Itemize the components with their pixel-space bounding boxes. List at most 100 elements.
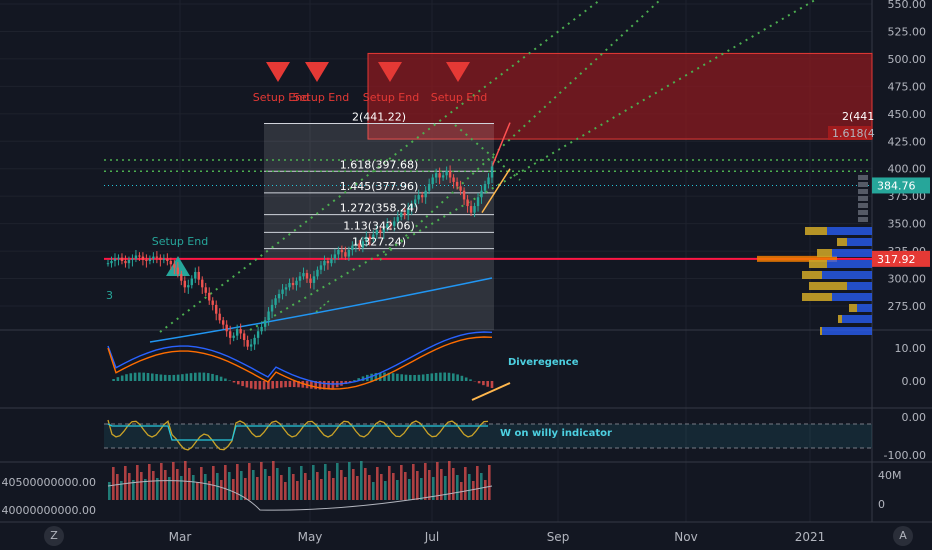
- volume-bar: [228, 472, 231, 500]
- macd-histogram-bar: [258, 381, 262, 390]
- macd-histogram-bar: [460, 375, 464, 381]
- x-axis-label: Nov: [674, 530, 697, 544]
- candle-body: [438, 173, 441, 178]
- volume-bar: [352, 469, 355, 500]
- volume-bar: [392, 473, 395, 500]
- candle-body: [277, 293, 281, 299]
- candle-body: [127, 259, 131, 264]
- candle-body: [155, 256, 159, 258]
- setup-marker: [266, 62, 290, 82]
- price-axis-label: 300.00: [888, 273, 927, 286]
- macd-histogram-bar: [181, 374, 184, 381]
- macd-histogram-bar: [155, 374, 158, 381]
- candle-body: [400, 212, 403, 218]
- candle-body: [148, 258, 152, 261]
- macd-histogram-bar: [120, 375, 124, 381]
- volume-profile-bar: [832, 249, 872, 257]
- macd-histogram-bar: [477, 381, 481, 384]
- macd-histogram-bar: [469, 379, 472, 381]
- candle-body: [302, 273, 305, 277]
- volume-bar: [288, 467, 291, 500]
- candle-body: [393, 221, 396, 226]
- candle-body: [452, 177, 455, 182]
- candle-body: [333, 254, 337, 259]
- macd-histogram-bar: [189, 373, 193, 381]
- candle-body: [176, 267, 180, 275]
- volume-bar: [464, 467, 467, 500]
- candle-body: [256, 331, 260, 338]
- macd-histogram-bar: [297, 381, 300, 388]
- volume-profile-bar: [822, 327, 872, 335]
- divergence-label: Diveregence: [508, 357, 579, 368]
- volume-profile-bar: [858, 196, 868, 201]
- willy-line: [107, 419, 489, 451]
- candle-body: [201, 279, 204, 288]
- candle-body: [106, 263, 110, 265]
- candle-body: [208, 292, 211, 301]
- candle-body: [417, 195, 420, 200]
- macd-histogram-bar: [482, 381, 485, 386]
- candle-body: [476, 197, 480, 207]
- volume-profile-bar: [842, 315, 872, 323]
- candle-body: [372, 234, 375, 240]
- volume-bar: [284, 482, 287, 500]
- candle-body: [358, 243, 361, 248]
- volume-bar: [264, 469, 267, 500]
- x-axis-label: May: [298, 530, 323, 544]
- candle-body: [253, 337, 256, 345]
- macd-histogram-bar: [206, 373, 210, 381]
- volume-bar: [108, 482, 111, 500]
- volume-bar: [404, 472, 407, 500]
- macd-histogram-bar: [374, 372, 378, 381]
- last-price-tag-bg: [872, 177, 930, 194]
- volume-bar: [388, 466, 391, 500]
- candle-body: [270, 304, 274, 312]
- macd-histogram-bar: [357, 378, 360, 381]
- timezone-button[interactable]: Z: [44, 526, 64, 546]
- volume-bar: [444, 476, 447, 500]
- setup-end-label: Setup End: [152, 235, 208, 248]
- candle-body: [431, 177, 434, 185]
- volume-bar: [344, 477, 347, 500]
- candle-body: [110, 260, 113, 264]
- macd-histogram-bar: [434, 372, 438, 381]
- volume-bar: [296, 481, 299, 500]
- volume-profile-bar: [858, 217, 868, 222]
- volume-bar: [332, 478, 335, 500]
- projection-line: [315, 299, 331, 313]
- volume-bar: [116, 474, 119, 500]
- volume-profile-bar: [802, 271, 822, 279]
- candle-body: [445, 170, 448, 176]
- macd-histogram-bar: [288, 381, 292, 388]
- autoscale-button[interactable]: A: [893, 526, 913, 546]
- volume-bar: [128, 473, 131, 500]
- volume-profile-bar: [820, 327, 822, 335]
- willy-axis-label: -100.00: [884, 449, 926, 462]
- x-axis-label: Sep: [547, 530, 570, 544]
- setup-end-label: Setup End: [253, 91, 309, 104]
- candle-body: [235, 329, 239, 336]
- macd-histogram-bar: [176, 374, 180, 381]
- volume-bar: [432, 477, 435, 500]
- volume-ma-label: 40500000000.00: [2, 476, 96, 489]
- volume-ma-label: 40000000000.00: [2, 504, 96, 517]
- candle-body: [260, 326, 263, 332]
- volume-bar: [252, 470, 255, 500]
- volume-bar: [180, 476, 183, 500]
- volume-bar: [340, 470, 343, 500]
- volume-bar: [312, 465, 315, 500]
- macd-histogram-bar: [391, 373, 395, 381]
- macd-histogram-bar: [172, 374, 176, 381]
- candle-body: [347, 249, 351, 257]
- macd-histogram-bar: [224, 378, 227, 381]
- volume-bar: [124, 466, 127, 500]
- volume-bar: [440, 469, 443, 500]
- macd-histogram-bar: [194, 372, 197, 381]
- macd-histogram-bar: [211, 373, 214, 381]
- candle-body: [211, 300, 214, 305]
- volume-bar: [468, 474, 471, 500]
- macd-histogram-bar: [262, 381, 266, 390]
- candle-body: [414, 199, 417, 204]
- volume-bar: [160, 463, 163, 500]
